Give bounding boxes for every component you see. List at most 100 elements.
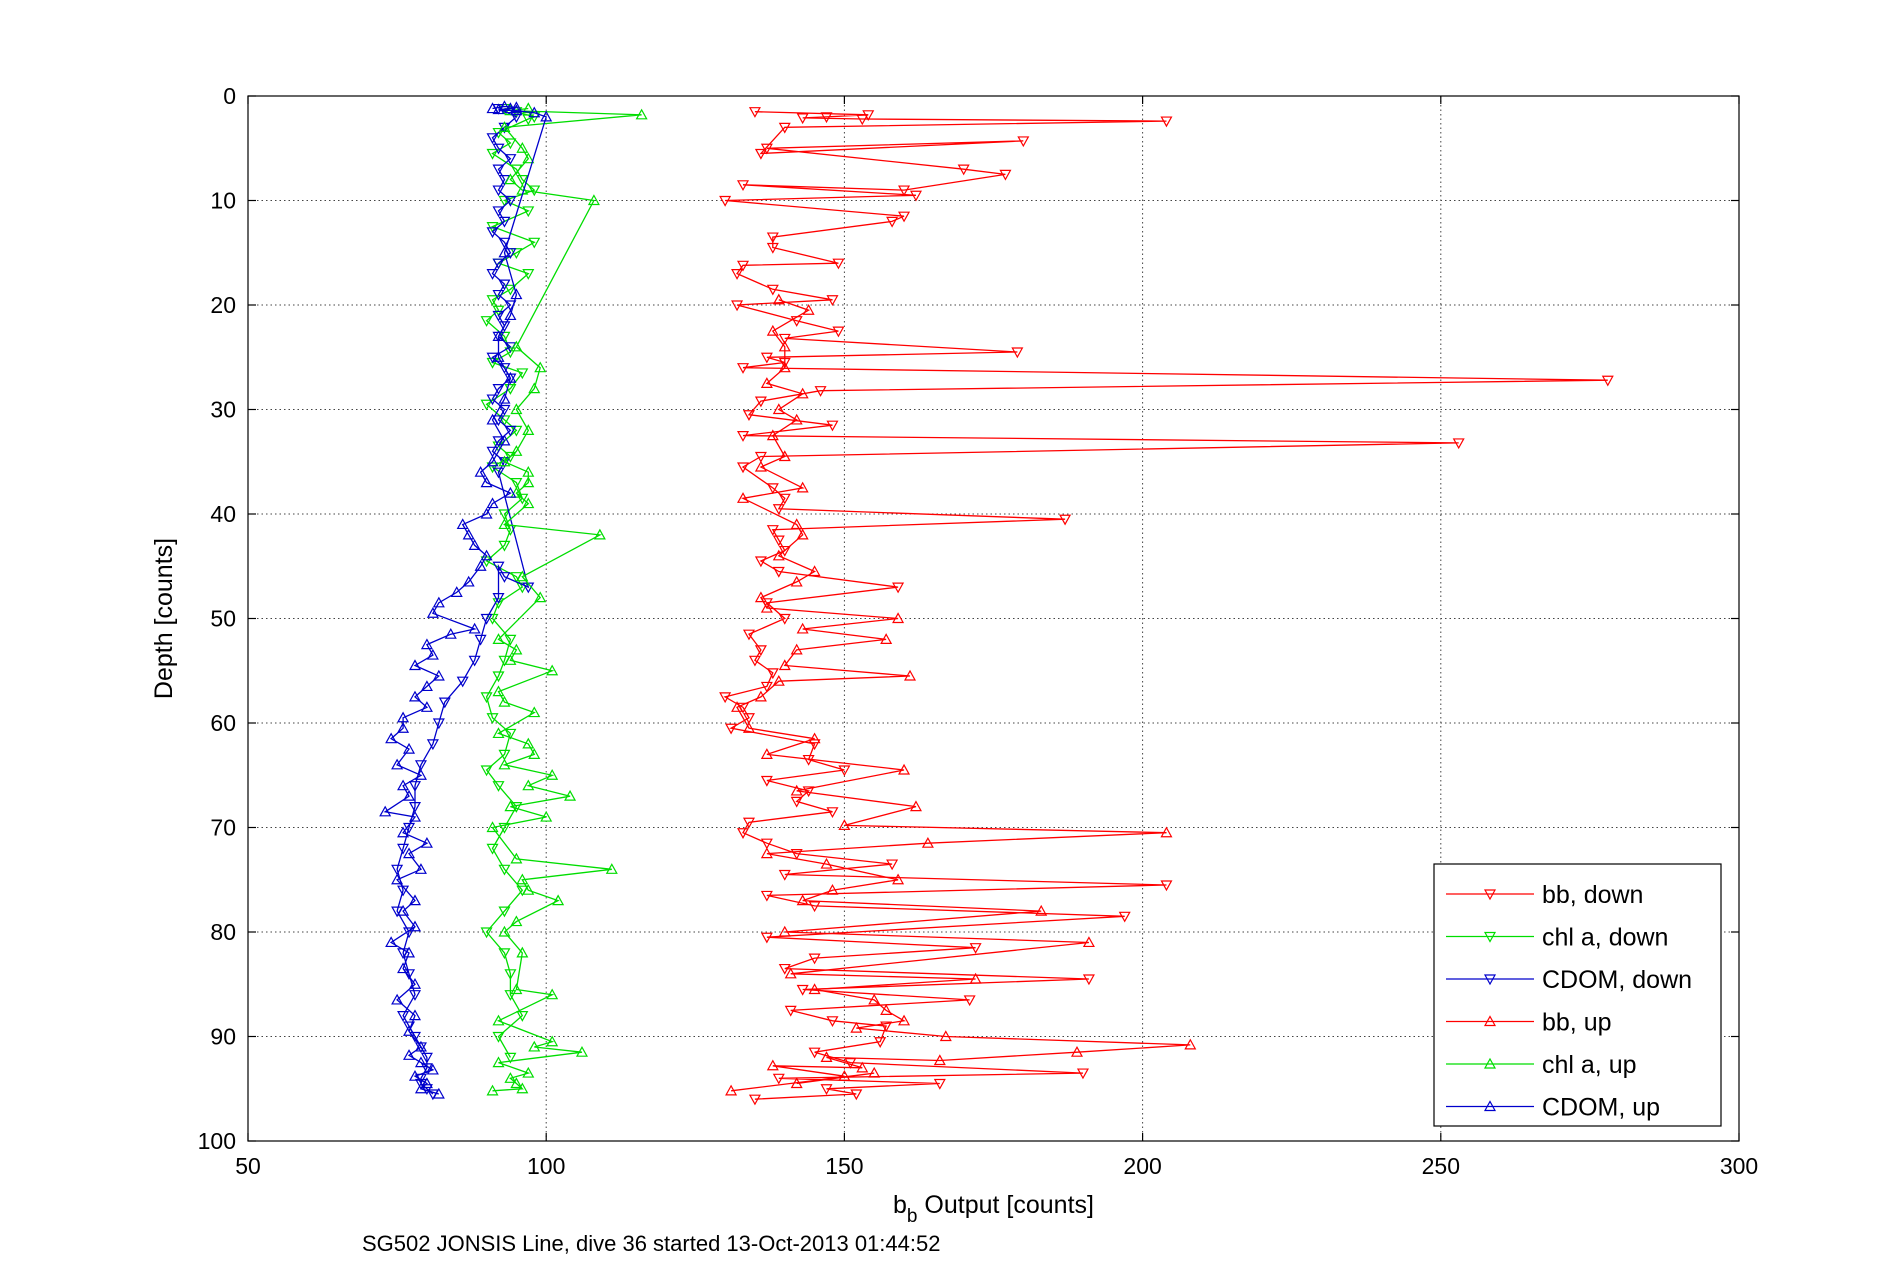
data-point	[1601, 375, 1614, 387]
data-point	[719, 692, 732, 704]
data-point	[486, 446, 499, 458]
data-point	[766, 525, 779, 536]
data-point	[736, 462, 750, 474]
data-point	[504, 309, 517, 321]
data-point	[426, 607, 439, 618]
legend-label: CDOM, down	[1542, 966, 1692, 994]
data-point	[820, 1051, 833, 1062]
data-point	[504, 634, 517, 646]
legend-box	[1433, 863, 1722, 1127]
data-point	[969, 943, 982, 954]
data-point	[516, 946, 529, 958]
data-point	[1184, 1038, 1197, 1050]
data-point	[748, 1094, 761, 1106]
y-tick-label: 70	[210, 815, 236, 841]
data-point	[480, 476, 493, 488]
data-point	[385, 732, 398, 744]
data-point	[731, 269, 744, 280]
data-point	[480, 765, 493, 777]
data-point	[498, 864, 511, 876]
data-point	[516, 142, 529, 153]
legend-label: chl a, up	[1542, 1051, 1637, 1079]
data-point	[403, 742, 416, 754]
data-point	[880, 1021, 893, 1033]
series-0	[719, 107, 1614, 1106]
data-point	[510, 445, 523, 456]
data-point	[510, 852, 523, 864]
data-point	[742, 629, 755, 641]
data-point	[432, 669, 445, 681]
data-point	[826, 807, 839, 819]
data-point	[504, 800, 517, 812]
data-point	[564, 789, 577, 801]
data-point	[492, 289, 505, 301]
data-point	[504, 969, 517, 981]
data-point	[504, 284, 517, 296]
data-point	[516, 1082, 529, 1094]
data-point	[498, 121, 511, 132]
data-point	[587, 194, 600, 206]
data-point	[838, 765, 851, 777]
data-point	[892, 873, 905, 885]
data-point	[397, 1011, 410, 1022]
data-point	[898, 1014, 911, 1026]
data-point	[886, 859, 899, 871]
data-point	[408, 920, 422, 932]
data-point	[492, 1031, 505, 1043]
data-point	[808, 1047, 821, 1059]
data-point	[468, 655, 481, 667]
data-point	[522, 883, 535, 895]
data-point	[510, 486, 523, 498]
data-point	[736, 180, 750, 192]
legend-label: chl a, down	[1542, 924, 1668, 952]
data-point	[391, 758, 404, 770]
y-tick-label: 90	[210, 1024, 236, 1050]
data-point	[850, 1021, 863, 1033]
data-point	[778, 333, 791, 345]
data-point	[528, 106, 541, 118]
data-point	[414, 1040, 427, 1052]
data-point	[766, 668, 779, 680]
x-tick-label: 200	[1123, 1153, 1161, 1179]
data-point	[540, 110, 553, 122]
data-point	[492, 351, 505, 362]
data-point	[403, 946, 416, 958]
legend-marker	[1483, 1057, 1497, 1069]
data-point	[892, 582, 905, 594]
data-point	[778, 925, 791, 937]
data-point	[498, 822, 511, 834]
data-point	[736, 363, 750, 374]
data-point	[1160, 880, 1173, 892]
data-point	[498, 216, 511, 228]
data-point	[420, 1077, 433, 1089]
data-point	[379, 805, 392, 817]
data-point	[766, 242, 779, 254]
data-point	[546, 1035, 559, 1047]
data-point	[635, 108, 648, 120]
data-point	[486, 455, 499, 467]
data-point	[492, 206, 505, 218]
data-point	[754, 148, 767, 160]
data-point	[403, 1021, 416, 1033]
data-point	[504, 425, 517, 437]
data-point	[736, 260, 750, 272]
data-point	[766, 1059, 779, 1071]
data-point	[790, 1077, 803, 1089]
data-point	[444, 627, 457, 639]
data-point	[492, 1056, 505, 1068]
data-point	[474, 634, 487, 646]
data-point	[528, 748, 541, 759]
data-point	[826, 295, 839, 307]
data-point	[892, 612, 905, 624]
data-point	[474, 560, 487, 571]
data-point	[820, 1084, 833, 1095]
legend-marker	[1483, 889, 1497, 901]
data-point	[486, 394, 499, 406]
data-point	[802, 303, 815, 315]
data-point	[486, 227, 499, 239]
data-point	[528, 706, 541, 718]
data-point	[498, 455, 511, 467]
data-point	[522, 424, 535, 435]
y-tick-label: 100	[198, 1128, 236, 1154]
